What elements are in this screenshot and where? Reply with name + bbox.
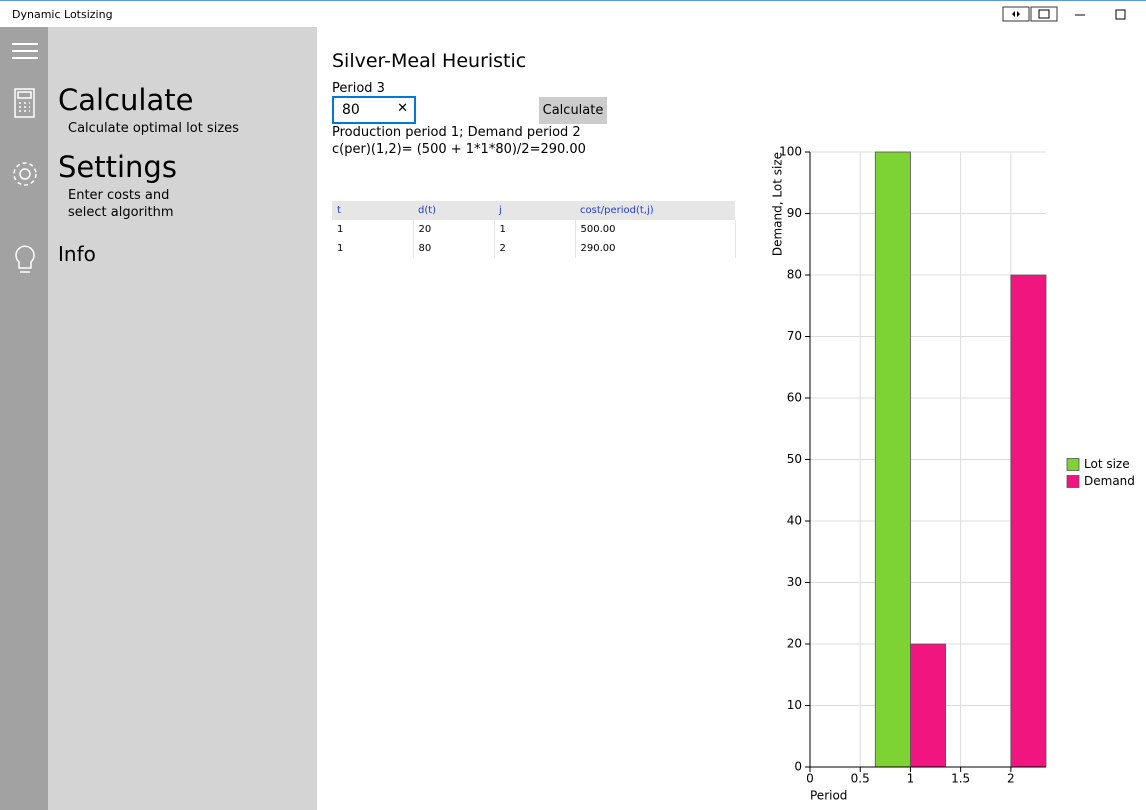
result-line: Production period 1; Demand period 2 (332, 125, 581, 140)
nav-strip (0, 27, 48, 810)
y-tick-label: 80 (787, 268, 802, 282)
table-cell: 500.00 (575, 220, 736, 239)
input-value: 80 (342, 102, 360, 118)
x-tick-label: 0.5 (851, 772, 870, 786)
nav-pane: Calculate Calculate optimal lot sizes Se… (48, 27, 317, 810)
title-bar: Dynamic Lotsizing (0, 0, 1146, 27)
table-cell: 1 (494, 220, 576, 239)
nav-icons (12, 43, 38, 273)
column-header: cost/period(t,j) (575, 201, 735, 220)
legend-swatch (1066, 475, 1080, 488)
x-tick-label: 0 (806, 772, 814, 786)
mode-button[interactable] (1002, 6, 1030, 22)
table-body: 1 20 1 500.00 1 80 2 290.00 (332, 220, 736, 258)
y-tick-label: 70 (787, 329, 802, 343)
table-cell: 20 (413, 220, 495, 239)
y-tick-label: 90 (787, 206, 802, 220)
x-tick-label: 2 (1007, 772, 1015, 786)
y-tick-label: 30 (787, 575, 802, 589)
y-tick-label: 60 (787, 391, 802, 405)
legend-label: Demand (1084, 474, 1135, 488)
heading: Silver-Meal Heuristic (332, 50, 527, 72)
nav-description: Calculate optimal lot sizes (68, 121, 239, 136)
y-axis-label: Demand, Lot size (771, 152, 785, 256)
y-tick-label: 50 (787, 452, 802, 466)
table-row: 1 80 2 290.00 (332, 239, 736, 258)
clear-button[interactable]: ✕ (397, 101, 408, 116)
table-cell: 1 (332, 220, 414, 239)
input-label: Period 3 (332, 81, 385, 96)
table-row: 1 20 1 500.00 (332, 220, 736, 239)
table-header: t d(t) j cost/period(t,j) (332, 201, 735, 220)
nav-description: select algorithm (68, 205, 174, 220)
y-tick-label: 0 (794, 760, 802, 774)
column-header: d(t) (413, 201, 494, 220)
y-tick-label: 40 (787, 514, 802, 528)
result-line: c(per)(1,2)= (500 + 1*1*80)/2=290.00 (332, 142, 586, 157)
bar (874, 151, 911, 768)
nav-description: Enter costs and (68, 188, 170, 203)
window-title: Dynamic Lotsizing (12, 8, 113, 21)
column-header: j (494, 201, 575, 220)
chart: Demand, Lot size Period 0102030405060708… (771, 145, 1135, 803)
nav-item[interactable]: Info (58, 242, 96, 266)
table-cell: 80 (413, 239, 495, 258)
calculate-button[interactable]: Calculate (539, 97, 607, 124)
y-tick-label: 10 (787, 698, 802, 712)
bulb-icon (15, 245, 35, 273)
result-table: t d(t) j cost/period(t,j) 1 20 1 500.00 1 80 2 290… (332, 201, 736, 258)
snap-button[interactable] (1030, 6, 1058, 22)
x-tick-label: 1.5 (951, 772, 970, 786)
x-tick-label: 1 (907, 772, 915, 786)
y-tick-label: 100 (779, 145, 802, 159)
legend-label: Lot size (1084, 457, 1130, 471)
text-input[interactable]: 80 ✕ (332, 96, 416, 124)
legend-swatch (1066, 458, 1080, 471)
table-cell: 2 (494, 239, 576, 258)
nav-item[interactable]: Settings (58, 150, 177, 184)
table-cell: 290.00 (575, 239, 736, 258)
column-header: t (332, 201, 413, 220)
maximize-button[interactable] (1115, 9, 1126, 20)
calculator-icon (14, 88, 35, 118)
gear-icon (13, 162, 37, 186)
x-axis-label: Period (810, 789, 847, 803)
bar (910, 643, 946, 768)
nav-item[interactable]: Calculate (58, 83, 194, 117)
y-tick-label: 20 (787, 637, 802, 651)
window-controls (1002, 6, 1126, 22)
table-cell: 1 (332, 239, 414, 258)
bar (1010, 274, 1047, 768)
hamburger-icon[interactable] (12, 43, 38, 59)
